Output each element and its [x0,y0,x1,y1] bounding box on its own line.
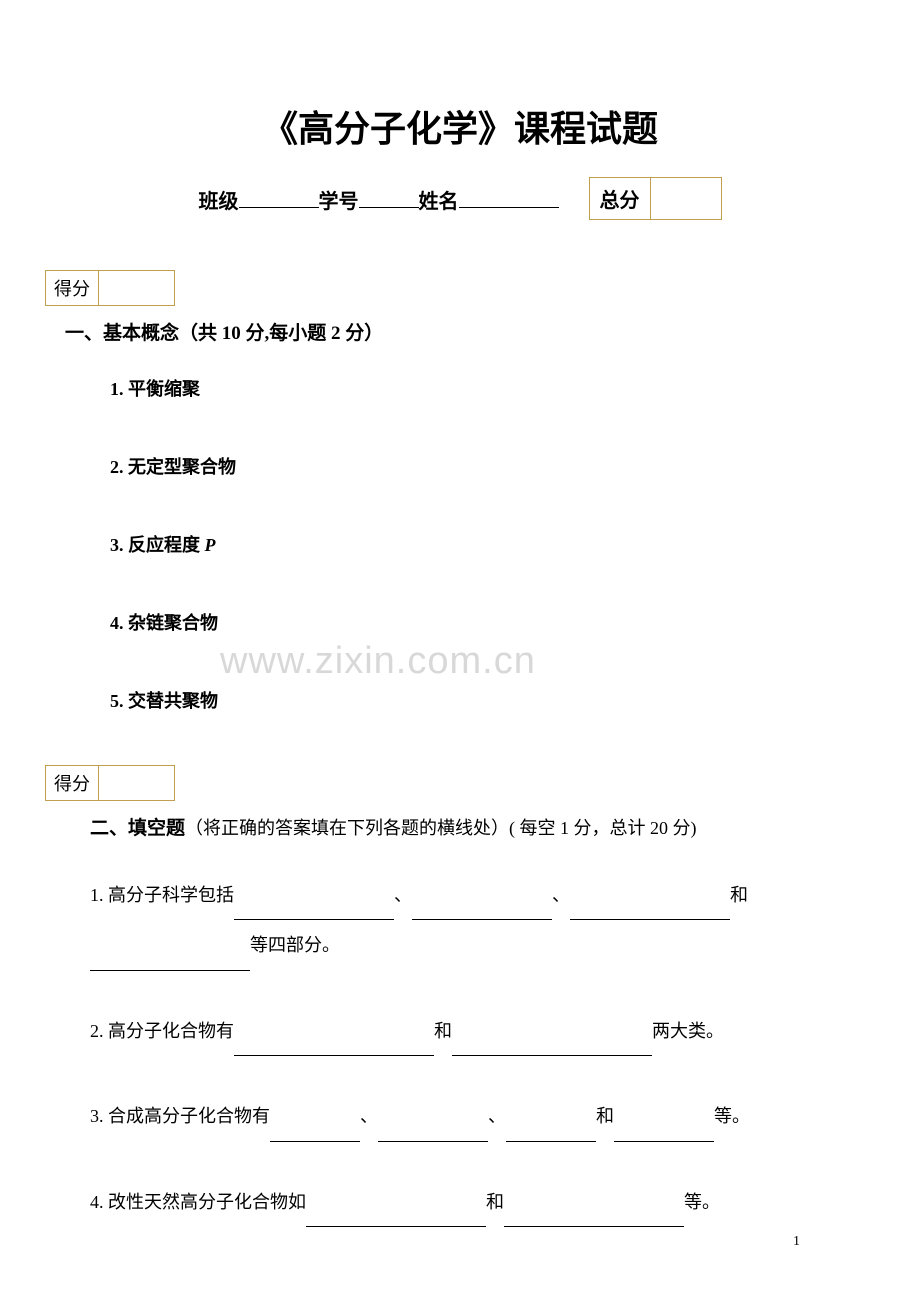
s1-q1: 1. 平衡缩聚 [110,375,840,401]
section1-title: 一、基本概念（共 10 分,每小题 2 分） [65,318,840,345]
q3-blank2[interactable] [378,1122,488,1142]
q1-blank4[interactable] [90,951,250,971]
s2-q3: 3. 合成高分子化合物有、、和等。 [90,1091,840,1141]
name-blank[interactable] [459,184,559,208]
id-label: 学号 [319,185,359,214]
class-label: 班级 [199,185,239,214]
q3-blank3[interactable] [506,1122,596,1142]
s1-q5: 5. 交替共聚物 [110,687,840,713]
class-blank[interactable] [239,184,319,208]
s1-q2: 2. 无定型聚合物 [110,453,840,479]
score-value-2[interactable] [99,766,174,800]
header-row: 班级 学号 姓名 总分 [80,177,840,220]
q1-blank1[interactable] [234,900,394,920]
q2-blank2[interactable] [452,1036,652,1056]
id-blank[interactable] [359,184,419,208]
q3-blank4[interactable] [614,1122,714,1142]
s1-q3: 3. 反应程度 P [110,531,840,557]
q2-blank1[interactable] [234,1036,434,1056]
q4-blank2[interactable] [504,1207,684,1227]
score-box-1: 得分 [45,270,175,306]
section1-list: 1. 平衡缩聚 2. 无定型聚合物 3. 反应程度 P 4. 杂链聚合物 5. … [110,375,840,713]
s2-q4: 4. 改性天然高分子化合物如和等。 [90,1177,840,1227]
q1-blank3[interactable] [570,900,730,920]
score-box-2: 得分 [45,765,175,801]
score-label-1: 得分 [46,271,99,305]
section2-title: 二、填空题（将正确的答案填在下列各题的横线处）( 每空 1 分，总计 20 分) [90,813,840,840]
total-score-label: 总分 [590,178,651,219]
total-score-value[interactable] [651,178,721,219]
score-label-2: 得分 [46,766,99,800]
total-score-box: 总分 [589,177,722,220]
page-number: 1 [793,1234,800,1250]
name-label: 姓名 [419,185,459,214]
s2-q1: 1. 高分子科学包括、、和 等四部分。 [90,870,840,971]
s2-q2: 2. 高分子化合物有和两大类。 [90,1006,840,1056]
q3-blank1[interactable] [270,1122,360,1142]
s1-q4: 4. 杂链聚合物 [110,609,840,635]
page-title: 《高分子化学》课程试题 [80,100,840,152]
score-value-1[interactable] [99,271,174,305]
q1-blank2[interactable] [412,900,552,920]
q4-blank1[interactable] [306,1207,486,1227]
